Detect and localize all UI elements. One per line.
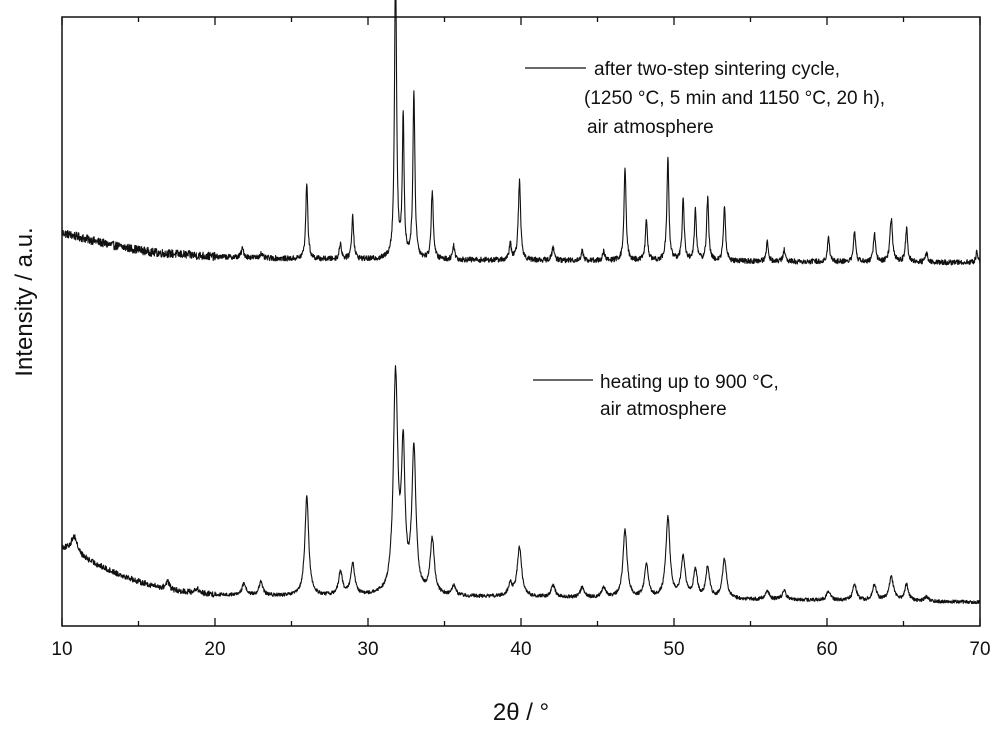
legend-label-2-line-2: air atmosphere	[600, 399, 727, 420]
legend-label-2-line-1: heating up to 900 °C,	[600, 372, 779, 393]
legend-label-1-line-3: air atmosphere	[587, 117, 714, 138]
x-tick-label: 70	[969, 639, 990, 660]
legend-label-1-line-2: (1250 °C, 5 min and 1150 °C, 20 h),	[584, 88, 885, 109]
x-tick-label: 50	[663, 639, 684, 660]
y-axis-title: Intensity / a.u.	[11, 227, 38, 376]
data-traces	[61, 0, 981, 605]
x-tick-label: 10	[51, 639, 72, 660]
x-tick-label: 30	[357, 639, 378, 660]
series-trace-2	[61, 365, 981, 605]
legend-label-1-line-1: after two-step sintering cycle,	[594, 59, 840, 80]
x-tick-label: 60	[816, 639, 837, 660]
x-tick-label: 20	[204, 639, 225, 660]
series-trace-1	[61, 0, 981, 266]
legends: after two-step sintering cycle, (1250 °C,…	[525, 59, 885, 420]
x-tick-label: 40	[510, 639, 531, 660]
x-axis-title: 2θ / °	[493, 699, 549, 726]
axis-ticks: 10 20 30 40 50 60 70	[51, 17, 991, 660]
